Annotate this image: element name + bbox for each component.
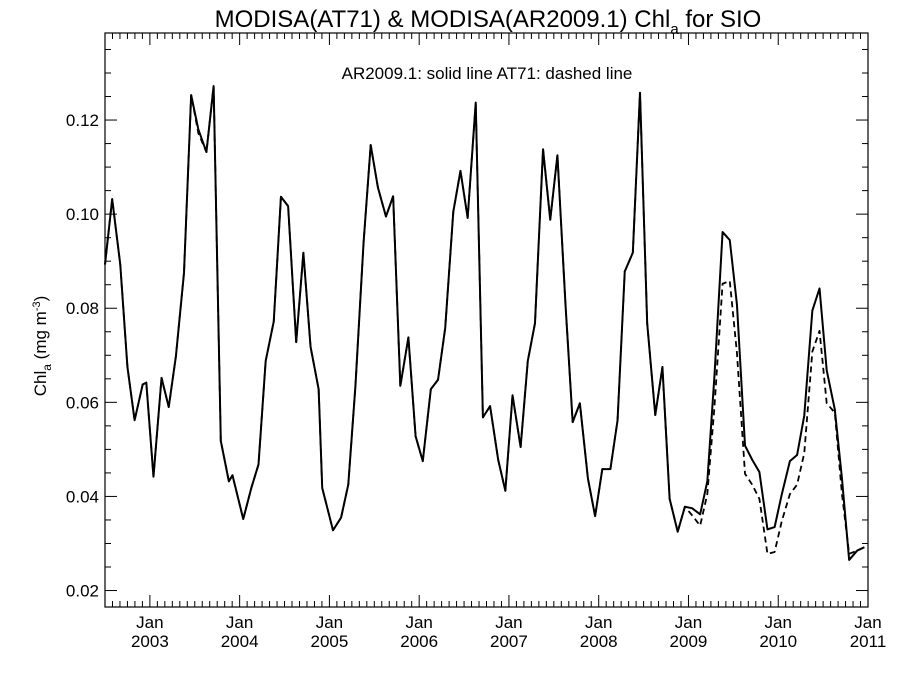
x-tick-year-label: 2003 bbox=[131, 632, 169, 651]
y-tick-label: 0.02 bbox=[66, 582, 99, 601]
plot-series bbox=[104, 85, 865, 561]
y-axis-label-unit-superscript: -3 bbox=[31, 301, 43, 311]
x-tick-year-label: 2006 bbox=[400, 632, 438, 651]
x-tick-month-label: Jan bbox=[495, 613, 522, 632]
x-tick-month-label: Jan bbox=[316, 613, 343, 632]
x-tick-month-label: Jan bbox=[585, 613, 612, 632]
chart-title: MODISA(AT71) & MODISA(AR2009.1) Chla for… bbox=[215, 6, 762, 38]
x-tick-year-label: 2004 bbox=[221, 632, 259, 651]
x-tick-year-label: 2010 bbox=[759, 632, 797, 651]
y-tick-label: 0.08 bbox=[66, 299, 99, 318]
y-axis-label-subscript: a bbox=[40, 364, 54, 371]
x-tick-month-label: Jan bbox=[765, 613, 792, 632]
y-axis-label-unit-close: ) bbox=[31, 296, 50, 302]
y-tick-label: 0.12 bbox=[66, 111, 99, 130]
x-tick-month-label: Jan bbox=[854, 613, 881, 632]
x-tick-month-label: Jan bbox=[136, 613, 163, 632]
series-line-ar2009-1 bbox=[104, 85, 865, 561]
chart-title-subscript: a bbox=[670, 21, 679, 38]
axes: 0.020.040.060.080.100.12Jan2003Jan2004Ja… bbox=[66, 32, 887, 651]
chart-title-tail: for SIO bbox=[679, 6, 762, 33]
y-tick-label: 0.06 bbox=[66, 393, 99, 412]
series-legend-annotation: AR2009.1: solid line AT71: dashed line bbox=[342, 64, 633, 83]
x-tick-month-label: Jan bbox=[226, 613, 253, 632]
x-tick-year-label: 2008 bbox=[580, 632, 618, 651]
y-tick-label: 0.04 bbox=[66, 487, 99, 506]
x-tick-year-label: 2005 bbox=[310, 632, 348, 651]
y-tick-label: 0.10 bbox=[66, 205, 99, 224]
plot-frame bbox=[104, 32, 869, 608]
x-tick-month-label: Jan bbox=[405, 613, 432, 632]
y-axis-label: Chla (mg m-3) bbox=[31, 296, 54, 397]
x-tick-month-label: Jan bbox=[675, 613, 702, 632]
x-tick-year-label: 2011 bbox=[850, 632, 887, 651]
y-axis-label-main: Chl bbox=[31, 371, 50, 397]
x-tick-year-label: 2007 bbox=[490, 632, 528, 651]
y-axis-label-unit: (mg m bbox=[31, 311, 50, 364]
chart-title-main: MODISA(AT71) & MODISA(AR2009.1) Chl bbox=[215, 6, 671, 33]
x-tick-year-label: 2009 bbox=[670, 632, 708, 651]
